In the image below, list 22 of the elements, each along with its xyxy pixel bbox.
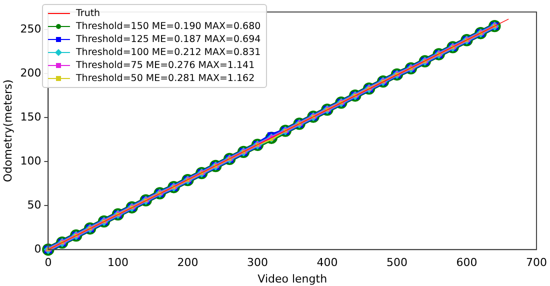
x-tick-label: 400 <box>316 256 338 270</box>
y-tick-label: 250 <box>20 22 42 36</box>
y-tick-label: 200 <box>20 66 42 80</box>
y-axis-title: Odometry(meters) <box>1 79 14 182</box>
y-tick-label: 50 <box>27 198 42 212</box>
legend-label: Threshold=125 ME=0.187 MAX=0.694 <box>76 33 261 46</box>
legend-label: Truth <box>76 7 100 20</box>
x-axis-title: Video length <box>258 272 328 286</box>
y-tick-label: 0 <box>34 242 42 256</box>
y-tick-label: 150 <box>20 110 42 124</box>
x-tick-label: 600 <box>456 256 478 270</box>
x-tick-label: 0 <box>44 256 52 270</box>
x-tick-label: 500 <box>386 256 408 270</box>
y-tick-label: 100 <box>20 154 42 168</box>
legend-label: Threshold=150 ME=0.190 MAX=0.680 <box>76 20 261 33</box>
x-tick-label: 100 <box>107 256 128 270</box>
legend-label: Threshold=100 ME=0.212 MAX=0.831 <box>76 46 261 59</box>
x-tick-label: 700 <box>526 256 547 270</box>
x-tick-label: 300 <box>246 256 268 270</box>
legend-label: Threshold=75 ME=0.276 MAX=1.141 <box>76 59 255 72</box>
x-tick-label: 200 <box>177 256 198 270</box>
legend-label: Threshold=50 ME=0.281 MAX=1.162 <box>76 72 255 85</box>
